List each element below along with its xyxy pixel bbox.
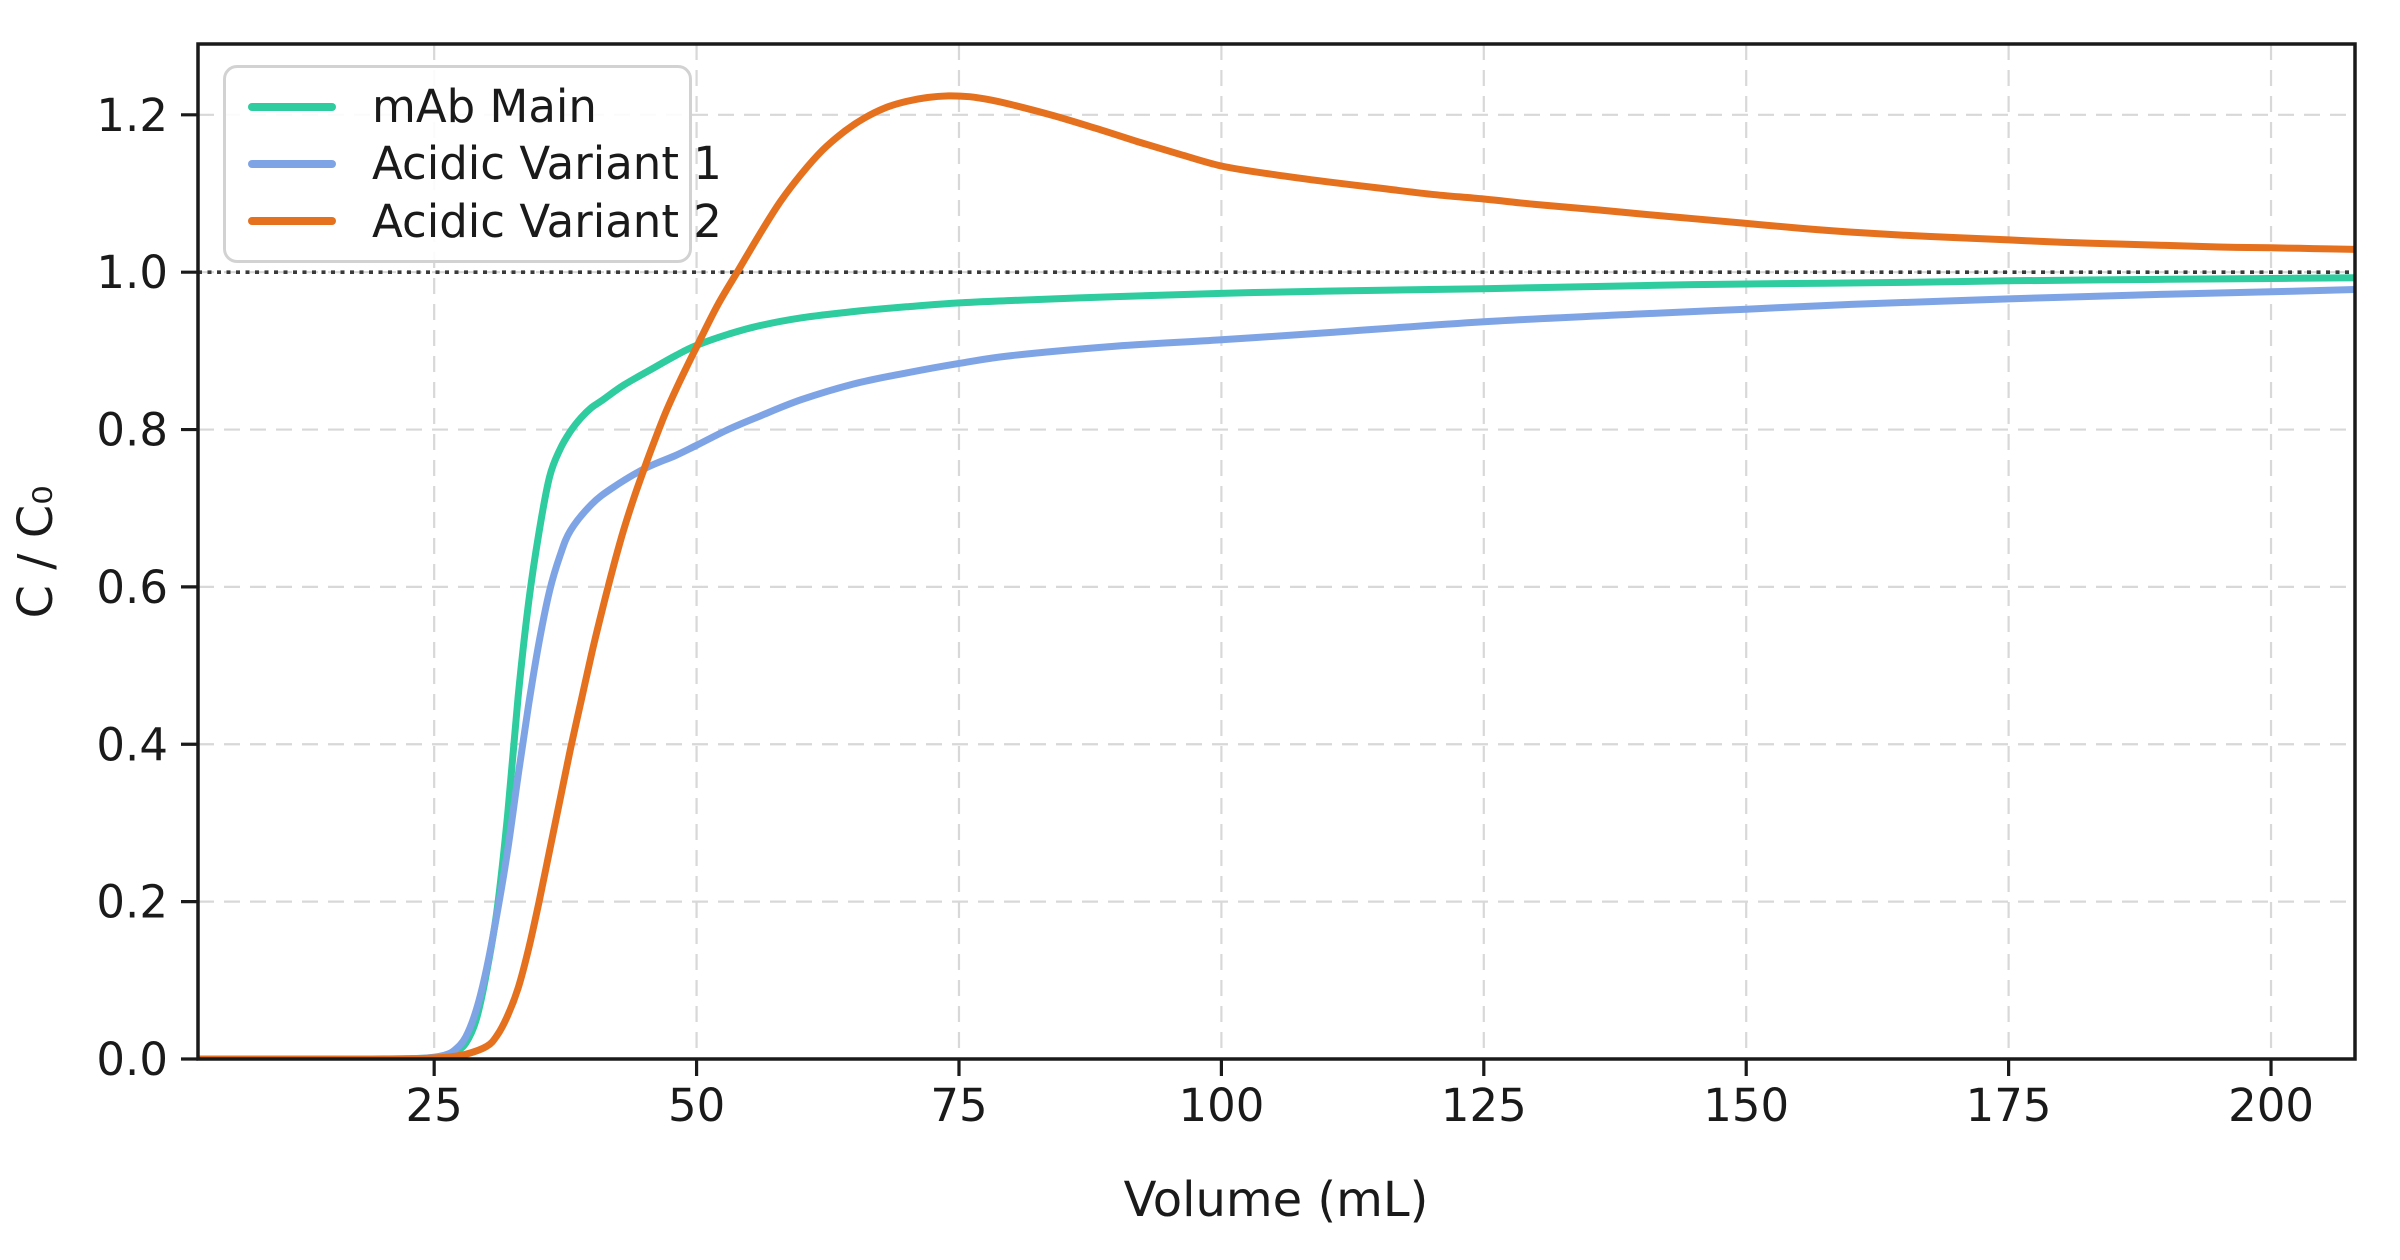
x-tick-label-150: 150 <box>1703 1079 1789 1132</box>
series-line-acidic-variant-2 <box>198 92 2355 1059</box>
legend-item-acidic-variant-2: Acidic Variant 2 <box>238 193 722 250</box>
series-curves <box>198 92 2355 1059</box>
x-tick-label-50: 50 <box>668 1079 725 1132</box>
legend-label: Acidic Variant 1 <box>372 137 722 191</box>
x-tick-label-175: 175 <box>1966 1079 2052 1132</box>
axis-labels: Volume (mL) C / C₀ <box>8 486 1428 1228</box>
y-axis-label: C / C₀ <box>8 486 64 619</box>
y-tick-label-1.0: 1.0 <box>96 246 168 299</box>
x-tick-label-25: 25 <box>406 1079 463 1132</box>
x-tick-label-75: 75 <box>930 1079 987 1132</box>
y-tick-label-1.2: 1.2 <box>96 89 168 142</box>
x-tick-label-125: 125 <box>1441 1079 1527 1132</box>
legend-swatch-acidic-variant-2 <box>248 217 336 226</box>
legend-swatch-mab-main <box>248 102 336 111</box>
series-line-mab-main <box>198 274 2355 1059</box>
x-axis-label: Volume (mL) <box>1124 1172 1429 1228</box>
axis-ticks: 25 50 75 100 125 150 175 200 0.0 0.2 0.4 0.6 0.8 1.0 1… <box>96 89 2314 1132</box>
x-tick-label-200: 200 <box>2228 1079 2314 1132</box>
legend-label: mAb Main <box>372 80 597 134</box>
y-tick-label-0.2: 0.2 <box>96 876 168 929</box>
plot-border <box>196 42 2357 1061</box>
y-tick-label-0.4: 0.4 <box>96 718 168 771</box>
y-tick-label-0.8: 0.8 <box>96 404 168 457</box>
x-tick-label-100: 100 <box>1178 1079 1264 1132</box>
plot-spines <box>196 42 2357 1061</box>
legend-swatch-acidic-variant-1 <box>248 159 336 168</box>
legend-item-acidic-variant-1: Acidic Variant 1 <box>238 135 722 192</box>
legend-item-mab-main: mAb Main <box>238 78 677 135</box>
legend-label: Acidic Variant 2 <box>372 194 722 248</box>
y-tick-label-0.6: 0.6 <box>96 561 168 614</box>
series-line-acidic-variant-1 <box>198 286 2355 1059</box>
legend: mAb Main Acidic Variant 1 Acidic Variant 2 <box>223 65 722 263</box>
y-tick-label-0.0: 0.0 <box>96 1033 168 1086</box>
